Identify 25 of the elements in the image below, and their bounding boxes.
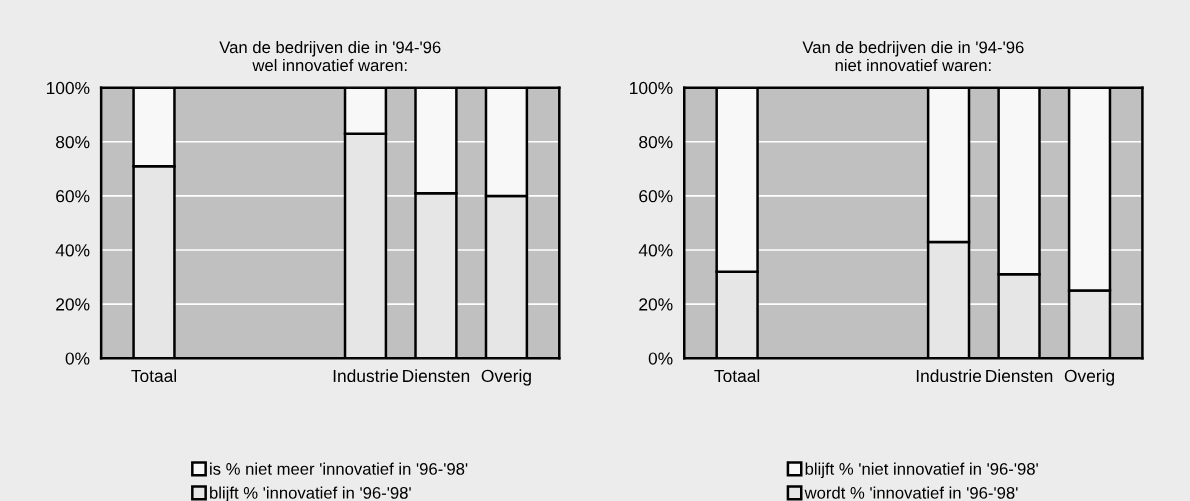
legend-label: wordt % 'innovatief in '96-'98' [804, 486, 1018, 499]
x-tick-label: Overig [1064, 369, 1114, 386]
y-tick-label: 20% [639, 298, 673, 311]
y-tick-label: 0% [65, 352, 90, 365]
x-tick-label: Totaal [714, 369, 760, 383]
y-tick-label: 100% [46, 81, 90, 95]
y-tick-label: 80% [56, 135, 90, 149]
x-tick-label: Totaal [131, 369, 177, 383]
x-tick-label: Industrie [333, 369, 398, 383]
y-tick-label: 40% [638, 244, 673, 257]
y-tick-label: 20% [56, 298, 90, 311]
y-tick-label: 60% [56, 190, 90, 203]
x-tick-label: Overig [481, 369, 531, 386]
y-tick-label: 100% [630, 81, 673, 95]
x-tick-label: Diensten [986, 369, 1053, 383]
y-tick-label: 60% [639, 190, 673, 203]
chart-title: Van de bedrijven die in '94-'96 niet innovatief waren: [802, 40, 1024, 72]
y-tick-label: 80% [639, 135, 673, 149]
legend-label: is % niet meer 'innovatief in '96-'98' [210, 462, 468, 475]
y-tick-label: 40% [55, 244, 90, 257]
chart-title: Van de bedrijven die in '94-'96 wel innovatief waren: [219, 40, 441, 72]
legend-label: blijft % 'niet innovatief in '96-'98' [805, 462, 1038, 479]
y-tick-label: 0% [648, 352, 673, 365]
x-tick-label: Industrie [916, 369, 982, 383]
x-tick-label: Diensten [403, 369, 470, 383]
